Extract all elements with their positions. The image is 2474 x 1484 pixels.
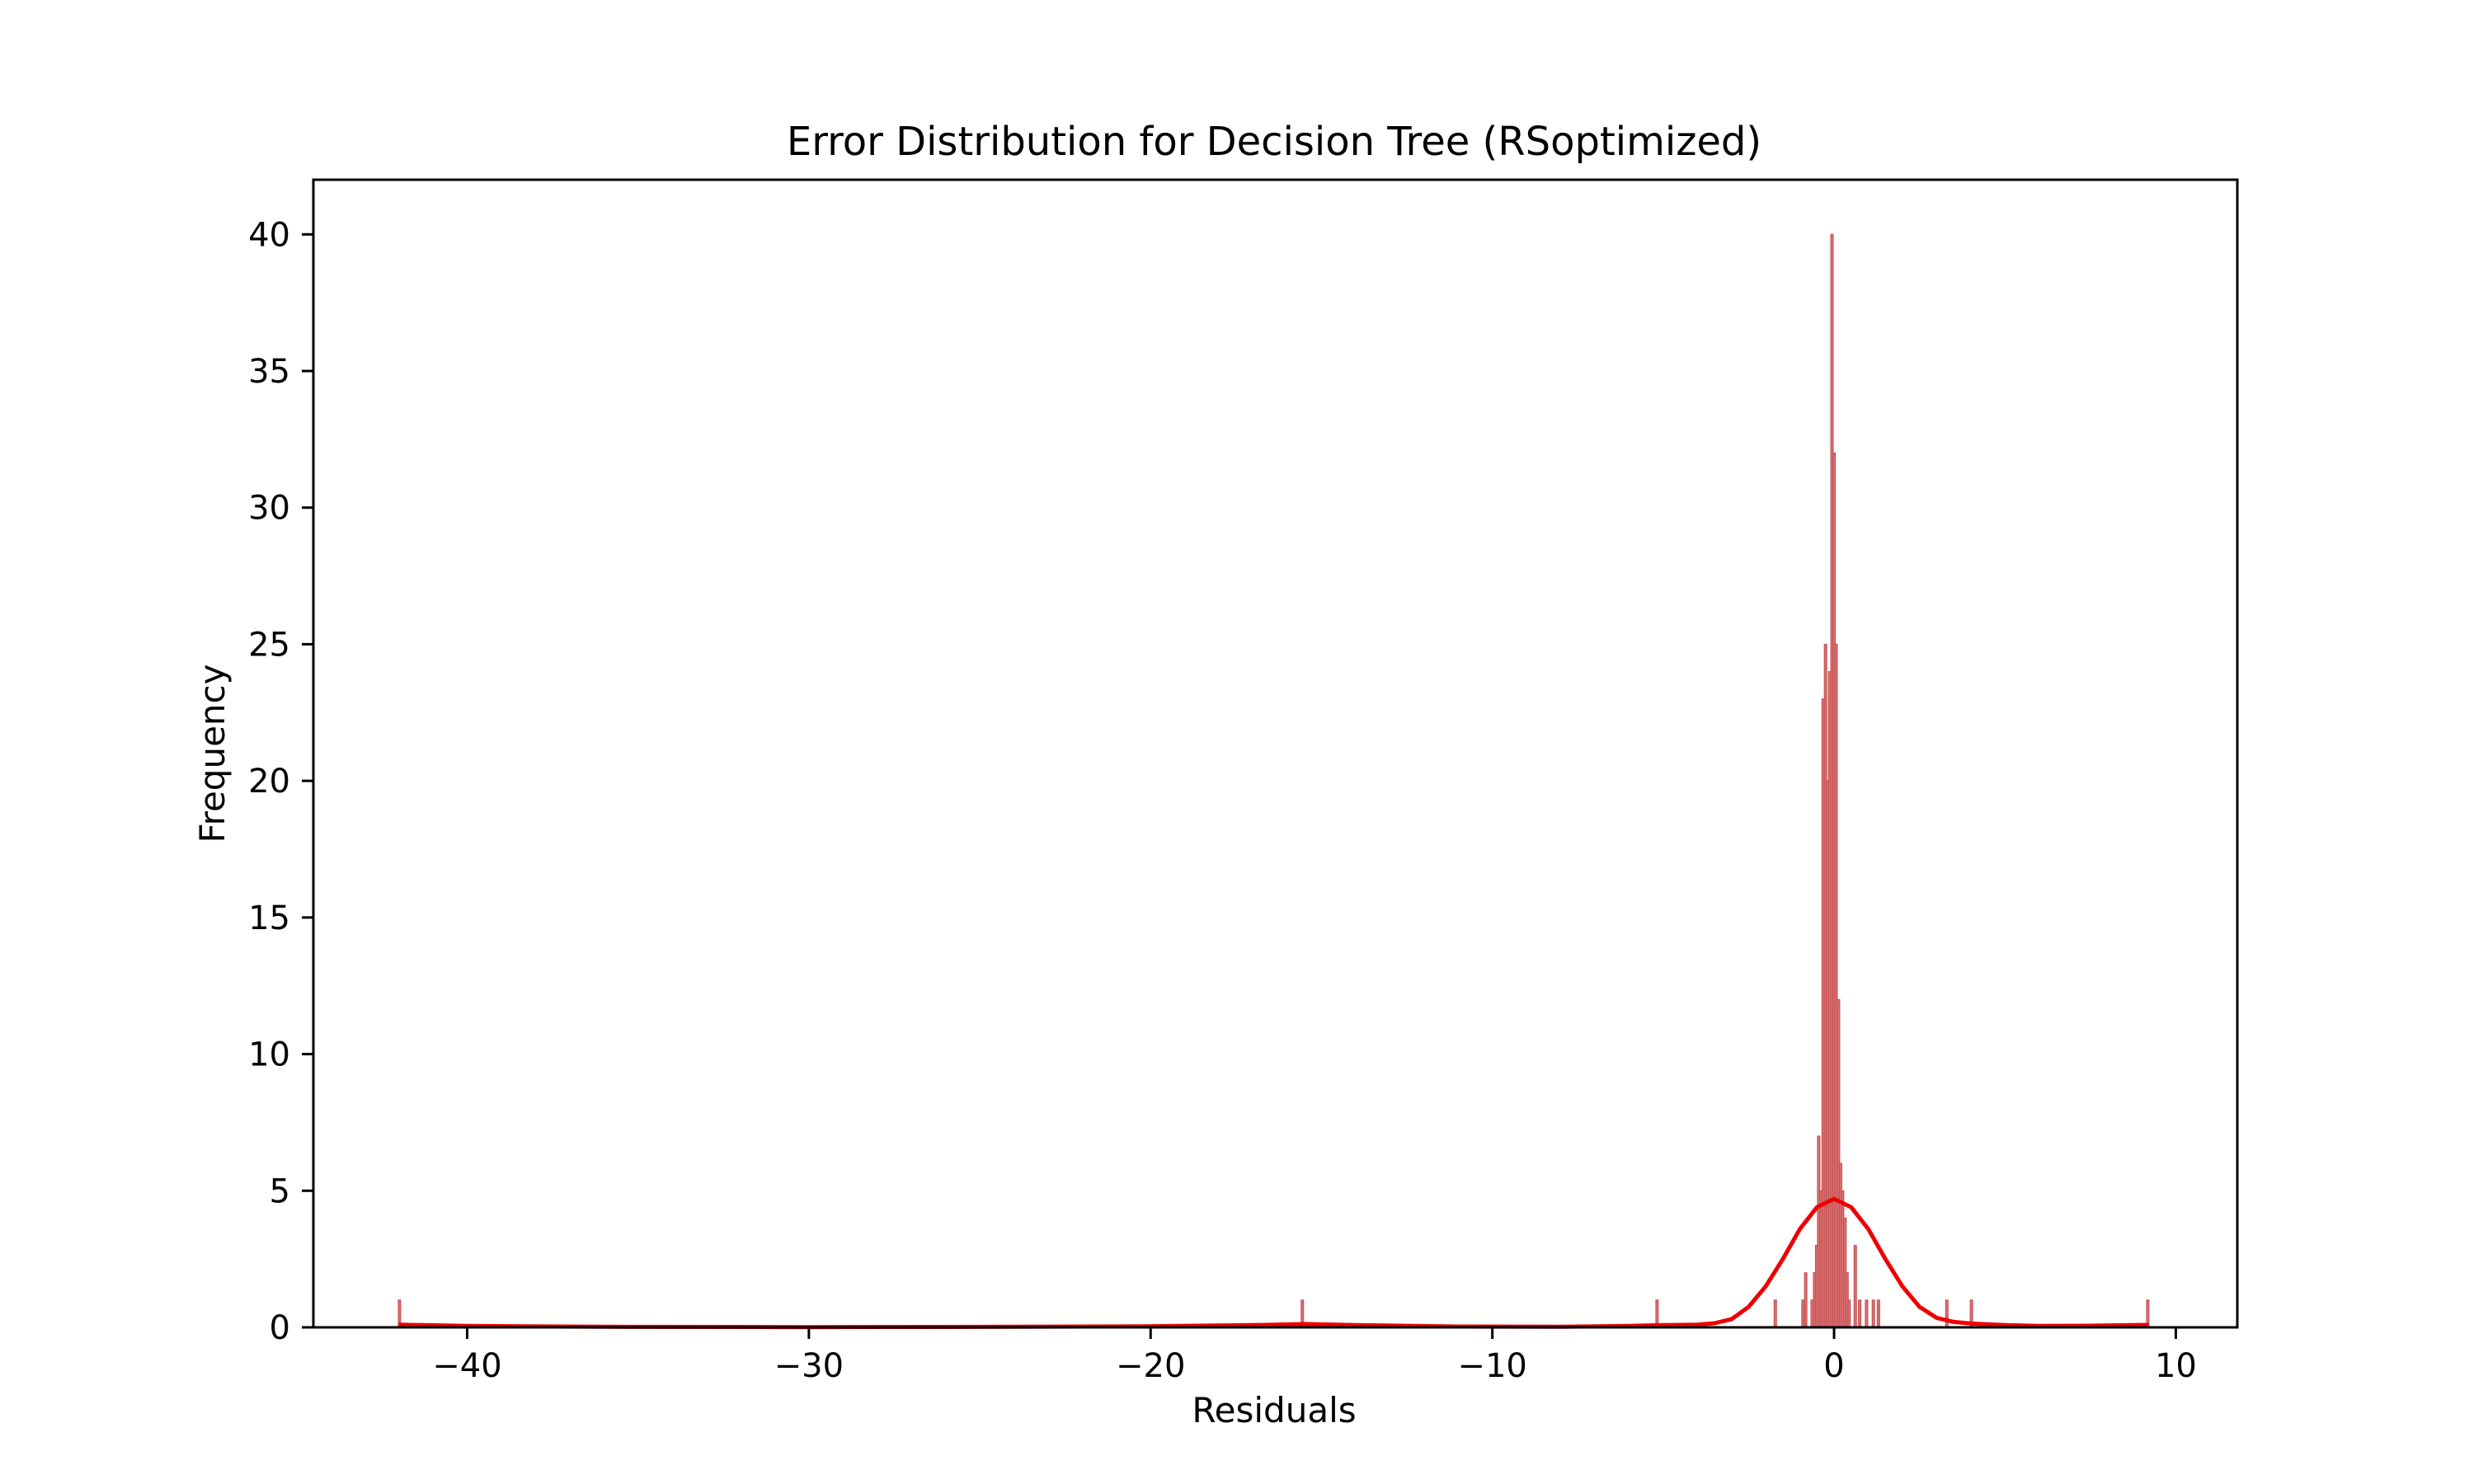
histogram-bar	[1847, 1299, 1851, 1328]
y-tick-label: 15	[248, 899, 290, 937]
y-tick-label: 5	[270, 1172, 290, 1210]
x-tick-label: −10	[1457, 1347, 1526, 1385]
histogram-bar	[1853, 1245, 1857, 1328]
x-tick-label: 10	[2155, 1347, 2197, 1385]
histogram-bar	[1801, 1299, 1805, 1328]
x-tick-label: −40	[432, 1347, 501, 1385]
histogram-bar	[1871, 1299, 1875, 1328]
chart-title: Error Distribution for Decision Tree (RS…	[787, 119, 1761, 165]
x-tick-label: 0	[1823, 1347, 1844, 1385]
y-tick-label: 10	[248, 1036, 290, 1074]
y-tick-label: 30	[248, 490, 290, 528]
histogram-bars	[397, 233, 2150, 1328]
histogram-bar	[1865, 1299, 1869, 1328]
x-axis-label: Residuals	[1192, 1390, 1356, 1430]
y-tick-label: 20	[248, 763, 290, 801]
histogram-bar	[1945, 1299, 1949, 1328]
y-tick-label: 40	[248, 216, 290, 254]
histogram-bar	[1876, 1299, 1880, 1328]
y-tick-label: 35	[248, 353, 290, 391]
x-axis-ticks: −40 −30 −20 −10 0 10	[432, 1327, 2197, 1385]
y-tick-label: 25	[248, 626, 290, 664]
x-tick-label: −20	[1116, 1347, 1185, 1385]
y-axis-label: Frequency	[192, 665, 233, 843]
histogram-bar	[1858, 1299, 1862, 1328]
x-tick-label: −30	[774, 1347, 844, 1385]
y-tick-label: 0	[270, 1309, 290, 1347]
y-axis-ticks: 0 5 10 15 20 25 30 35 40	[248, 216, 313, 1347]
kde-curve	[398, 1196, 2149, 1330]
histogram-bar	[1773, 1299, 1777, 1328]
histogram-bar	[1804, 1272, 1808, 1328]
plot-frame	[312, 178, 2239, 1329]
